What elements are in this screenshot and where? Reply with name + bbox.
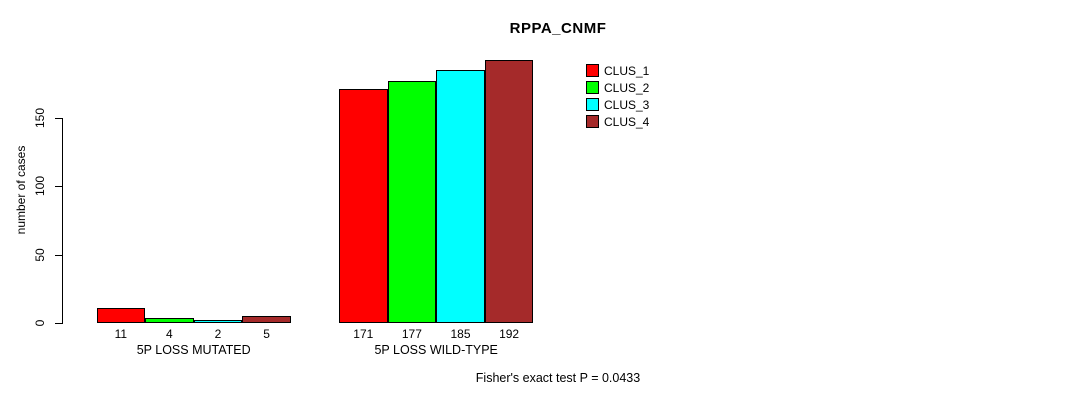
bar-value-label: 185 — [450, 327, 471, 341]
legend: CLUS_1 CLUS_2 CLUS_3 CLUS_4 — [586, 62, 649, 130]
legend-label: CLUS_2 — [604, 80, 650, 95]
bar-value-label: 171 — [353, 327, 374, 341]
y-tick — [55, 254, 62, 256]
y-axis-line — [62, 117, 63, 324]
bar-value-label: 2 — [214, 327, 222, 341]
legend-swatch-clus_4 — [586, 115, 599, 128]
y-tick — [55, 117, 62, 119]
bar-clus_3-group1 — [193, 320, 243, 323]
legend-swatch-clus_1 — [586, 64, 599, 77]
legend-swatch-clus_2 — [586, 81, 599, 94]
legend-item-clus_3: CLUS_3 — [586, 96, 649, 113]
y-tick-label: 0 — [33, 319, 47, 327]
legend-swatch-clus_3 — [586, 98, 599, 111]
bar-clus_2-group1 — [145, 317, 194, 323]
bar-clus_2-group2 — [387, 80, 437, 323]
y-tick-label: 50 — [33, 247, 47, 262]
y-tick — [55, 186, 62, 187]
bar-value-label: 192 — [499, 327, 520, 341]
bar-clus_3-group2 — [436, 69, 485, 323]
group-label: 5P LOSS WILD-TYPE — [374, 343, 498, 357]
bar-clus_1-group2 — [339, 88, 388, 323]
y-axis-label: number of cases — [14, 145, 28, 235]
annotation-text: Fisher's exact test P = 0.0433 — [475, 371, 641, 385]
bar-value-label: 4 — [166, 327, 173, 341]
bar-clus_4-group1 — [242, 316, 291, 323]
legend-label: CLUS_1 — [604, 63, 650, 78]
legend-label: CLUS_3 — [604, 97, 650, 112]
legend-label: CLUS_4 — [604, 114, 650, 129]
group-label: 5P LOSS MUTATED — [136, 343, 251, 357]
y-tick-label: 150 — [33, 107, 47, 128]
legend-item-clus_2: CLUS_2 — [586, 79, 649, 96]
legend-item-clus_4: CLUS_4 — [586, 113, 649, 130]
bar-clus_1-group1 — [96, 307, 146, 323]
y-tick-label: 100 — [33, 175, 47, 197]
legend-item-clus_1: CLUS_1 — [586, 62, 649, 79]
bar-value-label: 177 — [401, 327, 422, 341]
bar-value-label: 11 — [114, 327, 128, 341]
bar-clus_4-group2 — [484, 59, 534, 323]
chart-title: RPPA_CNMF — [509, 20, 607, 37]
y-tick — [55, 323, 62, 324]
bar-value-label: 5 — [263, 327, 270, 341]
